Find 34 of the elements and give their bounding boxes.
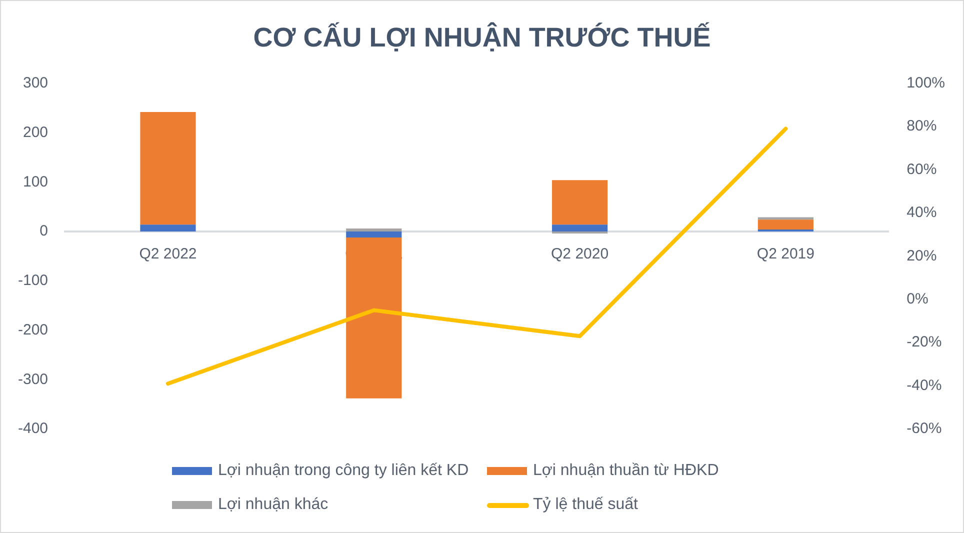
legend-label: Lợi nhuận khác [218, 496, 328, 514]
bar [758, 217, 814, 220]
bar [552, 224, 608, 232]
y-tick-label: 100 [22, 173, 48, 190]
bar [346, 232, 402, 238]
y2-tick-label: -60% [906, 420, 942, 438]
x-tick-label: Q2 2019 [756, 246, 814, 263]
y-tick-label: 0 [40, 222, 48, 240]
y2-tick-label: 80% [906, 118, 937, 135]
legend-label: Tỷ lệ thuế suất [533, 496, 638, 514]
bar [552, 180, 608, 225]
y-tick-label: -400 [18, 420, 48, 438]
y-tick-label: 200 [22, 124, 48, 141]
bar [140, 224, 196, 232]
x-tick-label: Q2 2022 [139, 246, 197, 263]
y-tick-label: -200 [18, 321, 48, 338]
chart-title: CƠ CẤU LỢI NHUẬN TRƯỚC THUẾ [253, 22, 711, 53]
legend-label: Lợi nhuận thuần từ HĐKD [533, 462, 719, 480]
x-tick-label: Q2 2020 [551, 246, 609, 263]
bar [140, 112, 196, 225]
y2-tick-label: 100% [906, 74, 946, 92]
y2-tick-label: 20% [906, 247, 937, 264]
y2-tick-label: -40% [906, 376, 942, 394]
y-tick-label: -300 [18, 370, 48, 388]
y-tick-label: 300 [22, 74, 48, 92]
y2-tick-label: 40% [906, 204, 937, 222]
y2-tick-label: -20% [906, 334, 942, 351]
bar [346, 228, 402, 232]
y2-tick-label: 60% [906, 160, 937, 178]
y-tick-label: -100 [18, 272, 48, 290]
y2-tick-label: 0% [906, 290, 928, 308]
bar [346, 237, 402, 398]
bar [758, 220, 814, 230]
legend-label: Lợi nhuận trong công ty liên kết KD [218, 462, 469, 480]
